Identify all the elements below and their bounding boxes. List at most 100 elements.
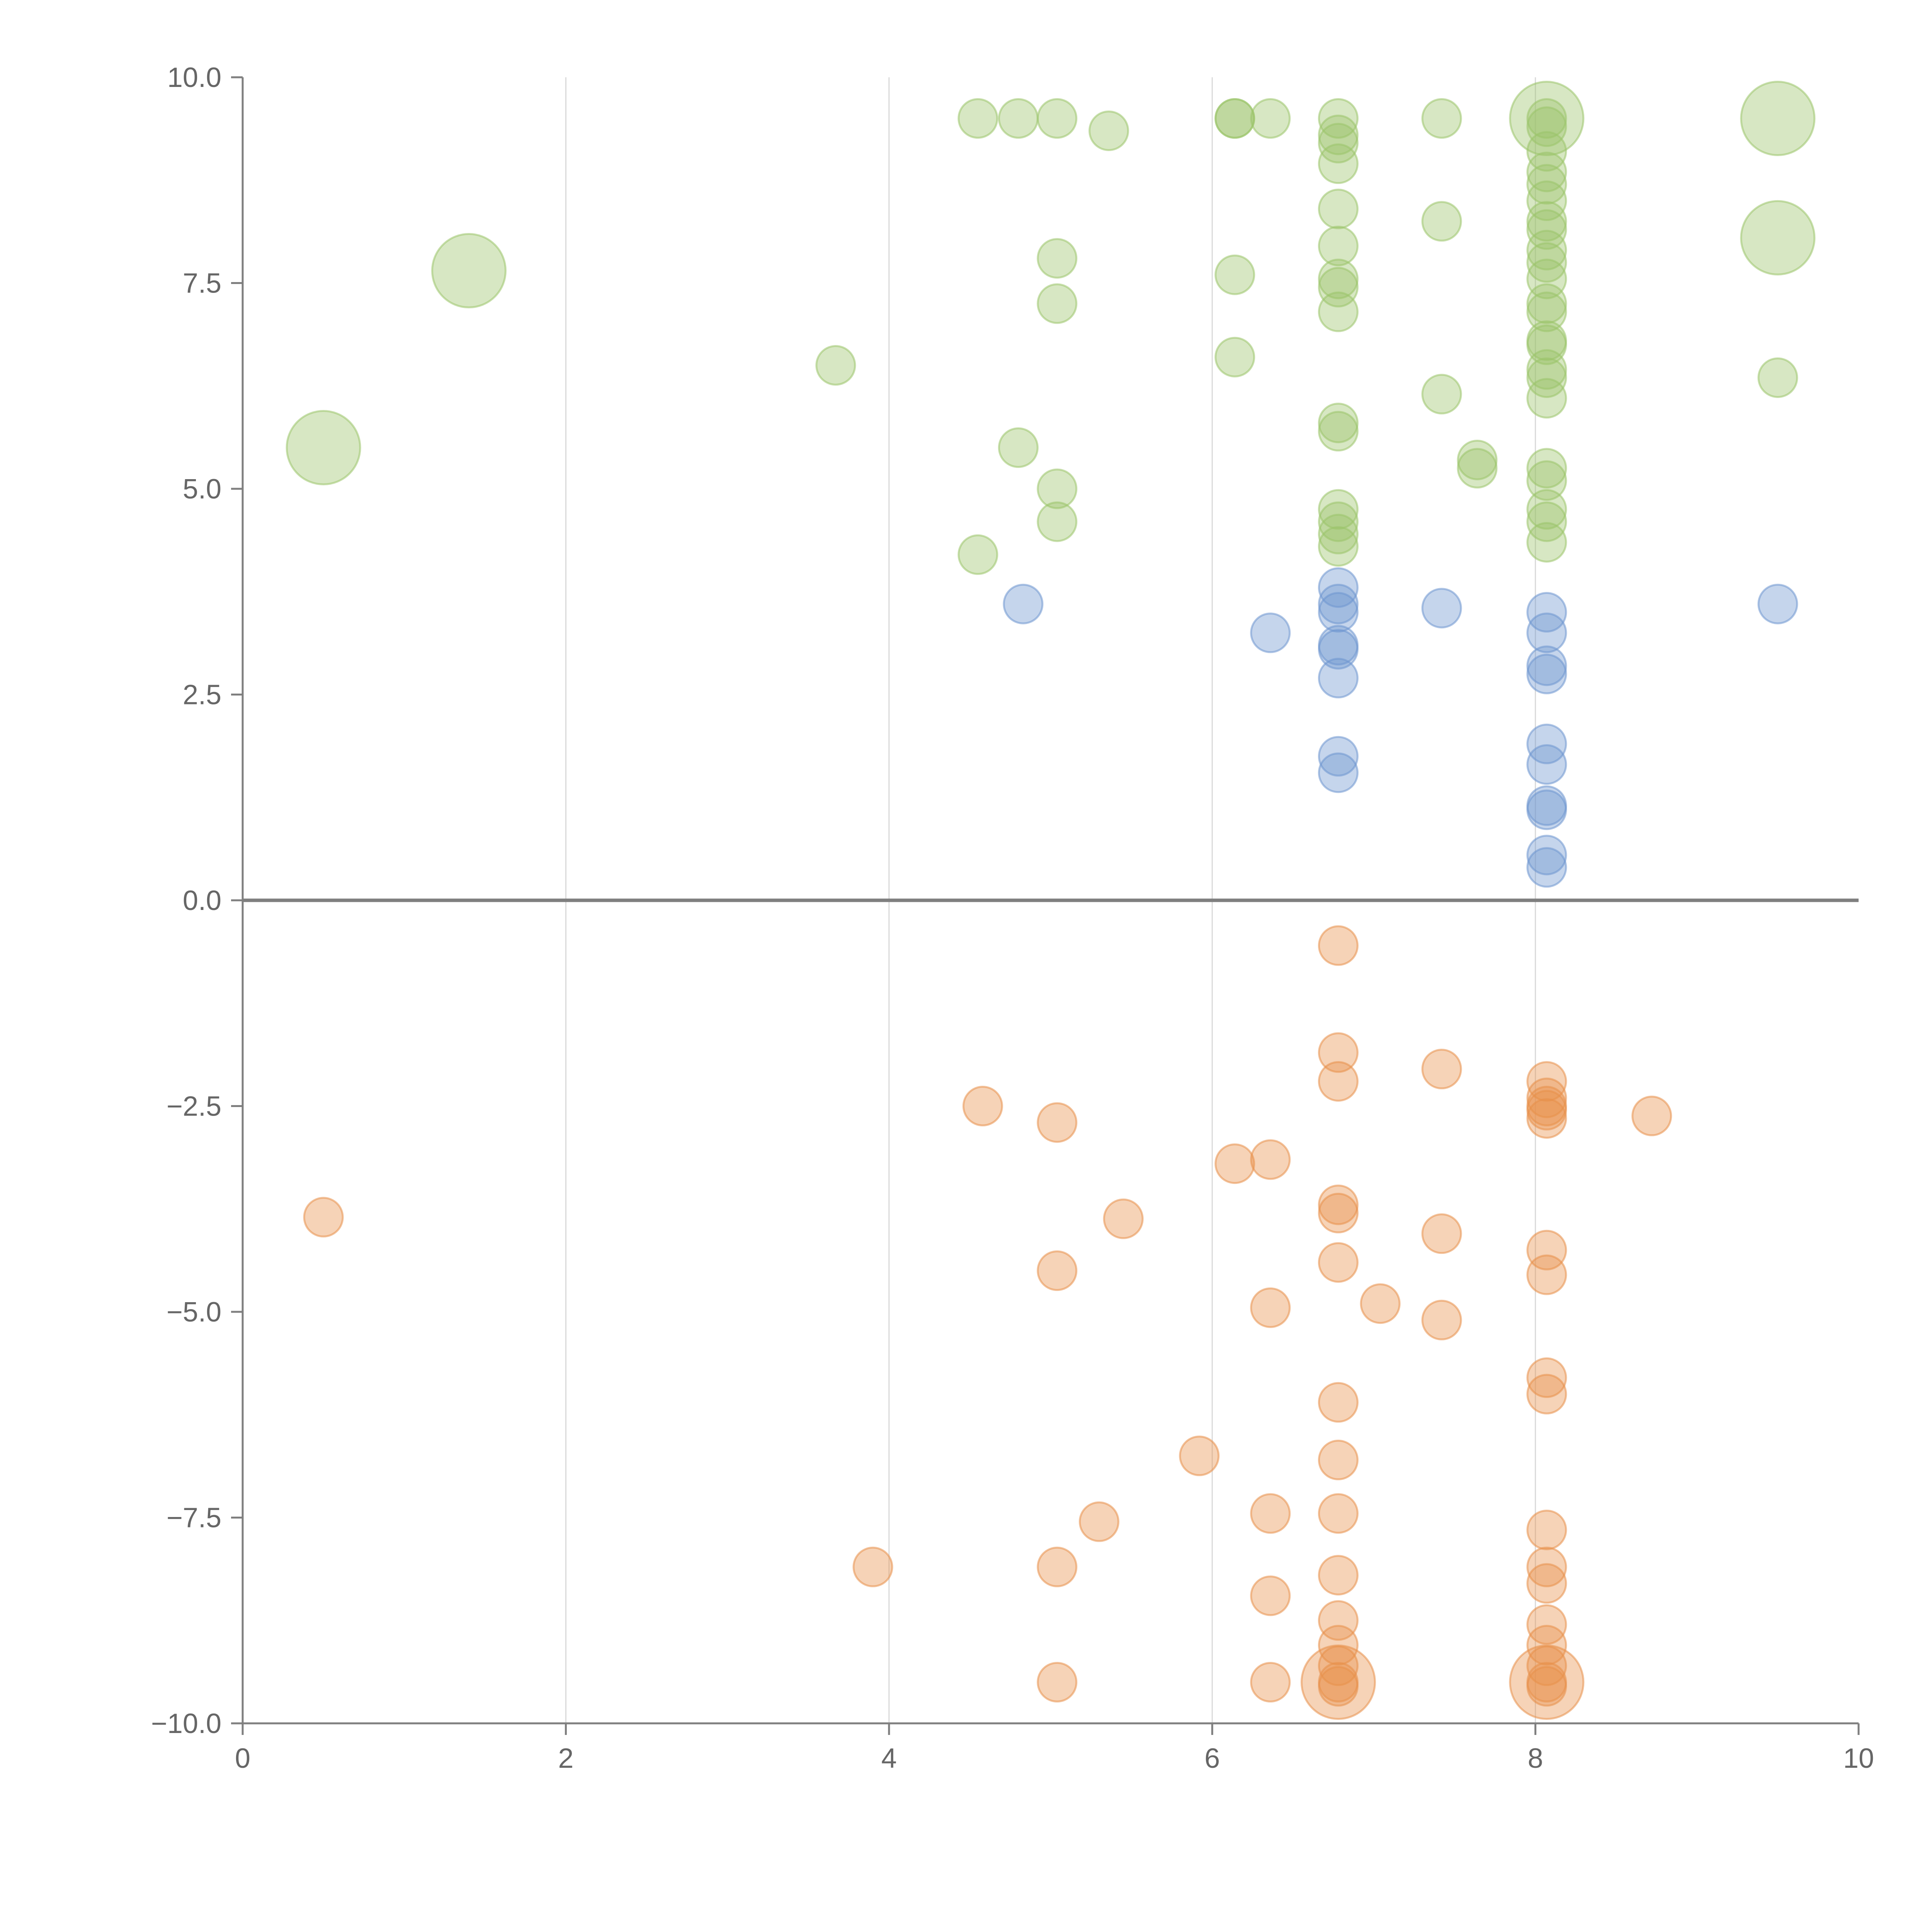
data-point: [998, 98, 1039, 139]
data-point: [1318, 143, 1359, 184]
data-point: [1318, 526, 1359, 567]
data-point: [1078, 1501, 1119, 1542]
data-point: [1318, 1061, 1359, 1102]
data-point: [1318, 1032, 1359, 1073]
y-tick-label: −10.0: [151, 1708, 221, 1739]
data-point: [286, 410, 361, 485]
data-point: [1526, 501, 1567, 542]
data-point: [1103, 1198, 1144, 1239]
data-point: [1318, 1493, 1359, 1534]
data-point: [1526, 324, 1567, 365]
y-tick-label: 0.0: [183, 885, 221, 916]
data-point: [1037, 1662, 1078, 1702]
data-point: [1526, 1666, 1567, 1707]
x-tick-label: 8: [1528, 1743, 1543, 1774]
data-point: [1037, 283, 1078, 324]
y-tick-label: 7.5: [183, 268, 221, 299]
data-point: [1037, 238, 1078, 279]
data-point: [1757, 583, 1798, 624]
data-point: [1318, 1625, 1359, 1666]
axis-layer: [231, 76, 1860, 1735]
data-point: [1318, 411, 1359, 452]
data-point: [1526, 744, 1567, 785]
data-point: [1318, 1382, 1359, 1423]
data-point: [1526, 131, 1567, 172]
data-point: [1214, 1143, 1255, 1184]
y-tick-label: 10.0: [167, 62, 221, 93]
data-point: [1318, 736, 1359, 777]
data-point: [1526, 1098, 1567, 1139]
data-point: [1318, 629, 1359, 670]
data-point: [1318, 489, 1359, 530]
data-point: [1526, 723, 1567, 764]
data-point: [1526, 164, 1567, 205]
data-point: [1318, 567, 1359, 608]
data-point: [1318, 267, 1359, 308]
x-tick-label: 4: [881, 1743, 897, 1774]
data-point: [1037, 1102, 1078, 1143]
data-point: [998, 427, 1039, 468]
data-point: [1179, 1435, 1220, 1476]
data-point: [957, 98, 998, 139]
x-tick-label: 10: [1843, 1743, 1874, 1774]
data-point: [1526, 1061, 1567, 1102]
data-point: [1421, 1049, 1462, 1090]
data-point: [1318, 752, 1359, 793]
data-point: [1421, 588, 1462, 629]
data-point: [852, 1546, 893, 1587]
data-point: [1526, 522, 1567, 563]
data-point: [1250, 1139, 1291, 1180]
data-point: [1318, 122, 1359, 163]
data-point: [1318, 1192, 1359, 1233]
data-point: [1250, 1662, 1291, 1702]
data-point: [1318, 259, 1359, 299]
data-point: [1526, 98, 1567, 139]
x-tick-label: 6: [1204, 1743, 1220, 1774]
data-point: [962, 1086, 1003, 1126]
data-point: [1509, 81, 1585, 156]
data-point: [1318, 658, 1359, 699]
data-point: [1526, 460, 1567, 501]
data-point: [1457, 439, 1498, 480]
label-layer: 0 2 4 6 8 10 10.0 7.5 5.0 2.5 0.0 −2.5 −5.0 −7.5 −10.0: [151, 62, 1874, 1774]
data-point: [1421, 1213, 1462, 1254]
data-point: [1526, 1230, 1567, 1270]
data-point: [1526, 448, 1567, 489]
data-point: [1526, 1509, 1567, 1550]
data-point: [1526, 592, 1567, 633]
dot-layer: [286, 81, 1816, 1720]
data-point: [1631, 1095, 1672, 1136]
data-point: [1421, 201, 1462, 242]
data-point: [1526, 835, 1567, 876]
x-tick-label: 2: [558, 1743, 573, 1774]
data-point: [1526, 653, 1567, 694]
y-tick-label: −7.5: [167, 1503, 221, 1534]
data-point: [1421, 1299, 1462, 1340]
data-point: [1318, 1184, 1359, 1225]
data-point: [1318, 1242, 1359, 1283]
data-point: [1526, 789, 1567, 830]
data-point: [1526, 1374, 1567, 1415]
data-point: [1318, 1439, 1359, 1480]
data-point: [1526, 1077, 1567, 1118]
y-tick-label: 5.0: [183, 474, 221, 505]
data-point: [1037, 1546, 1078, 1587]
data-point: [1250, 612, 1291, 653]
data-point: [1526, 378, 1567, 419]
data-point: [1318, 114, 1359, 155]
data-point: [1526, 612, 1567, 653]
data-point: [1318, 1555, 1359, 1596]
data-point: [1250, 1493, 1291, 1534]
data-point: [1214, 254, 1255, 295]
data-point: [1318, 501, 1359, 542]
data-point: [1526, 1604, 1567, 1645]
data-point: [1526, 283, 1567, 324]
data-point: [1088, 110, 1129, 151]
x-tick-label: 0: [235, 1743, 250, 1774]
data-point: [957, 534, 998, 575]
data-point: [1526, 489, 1567, 530]
data-point: [1526, 230, 1567, 270]
data-point: [1318, 1666, 1359, 1707]
y-tick-label: −5.0: [167, 1297, 221, 1328]
